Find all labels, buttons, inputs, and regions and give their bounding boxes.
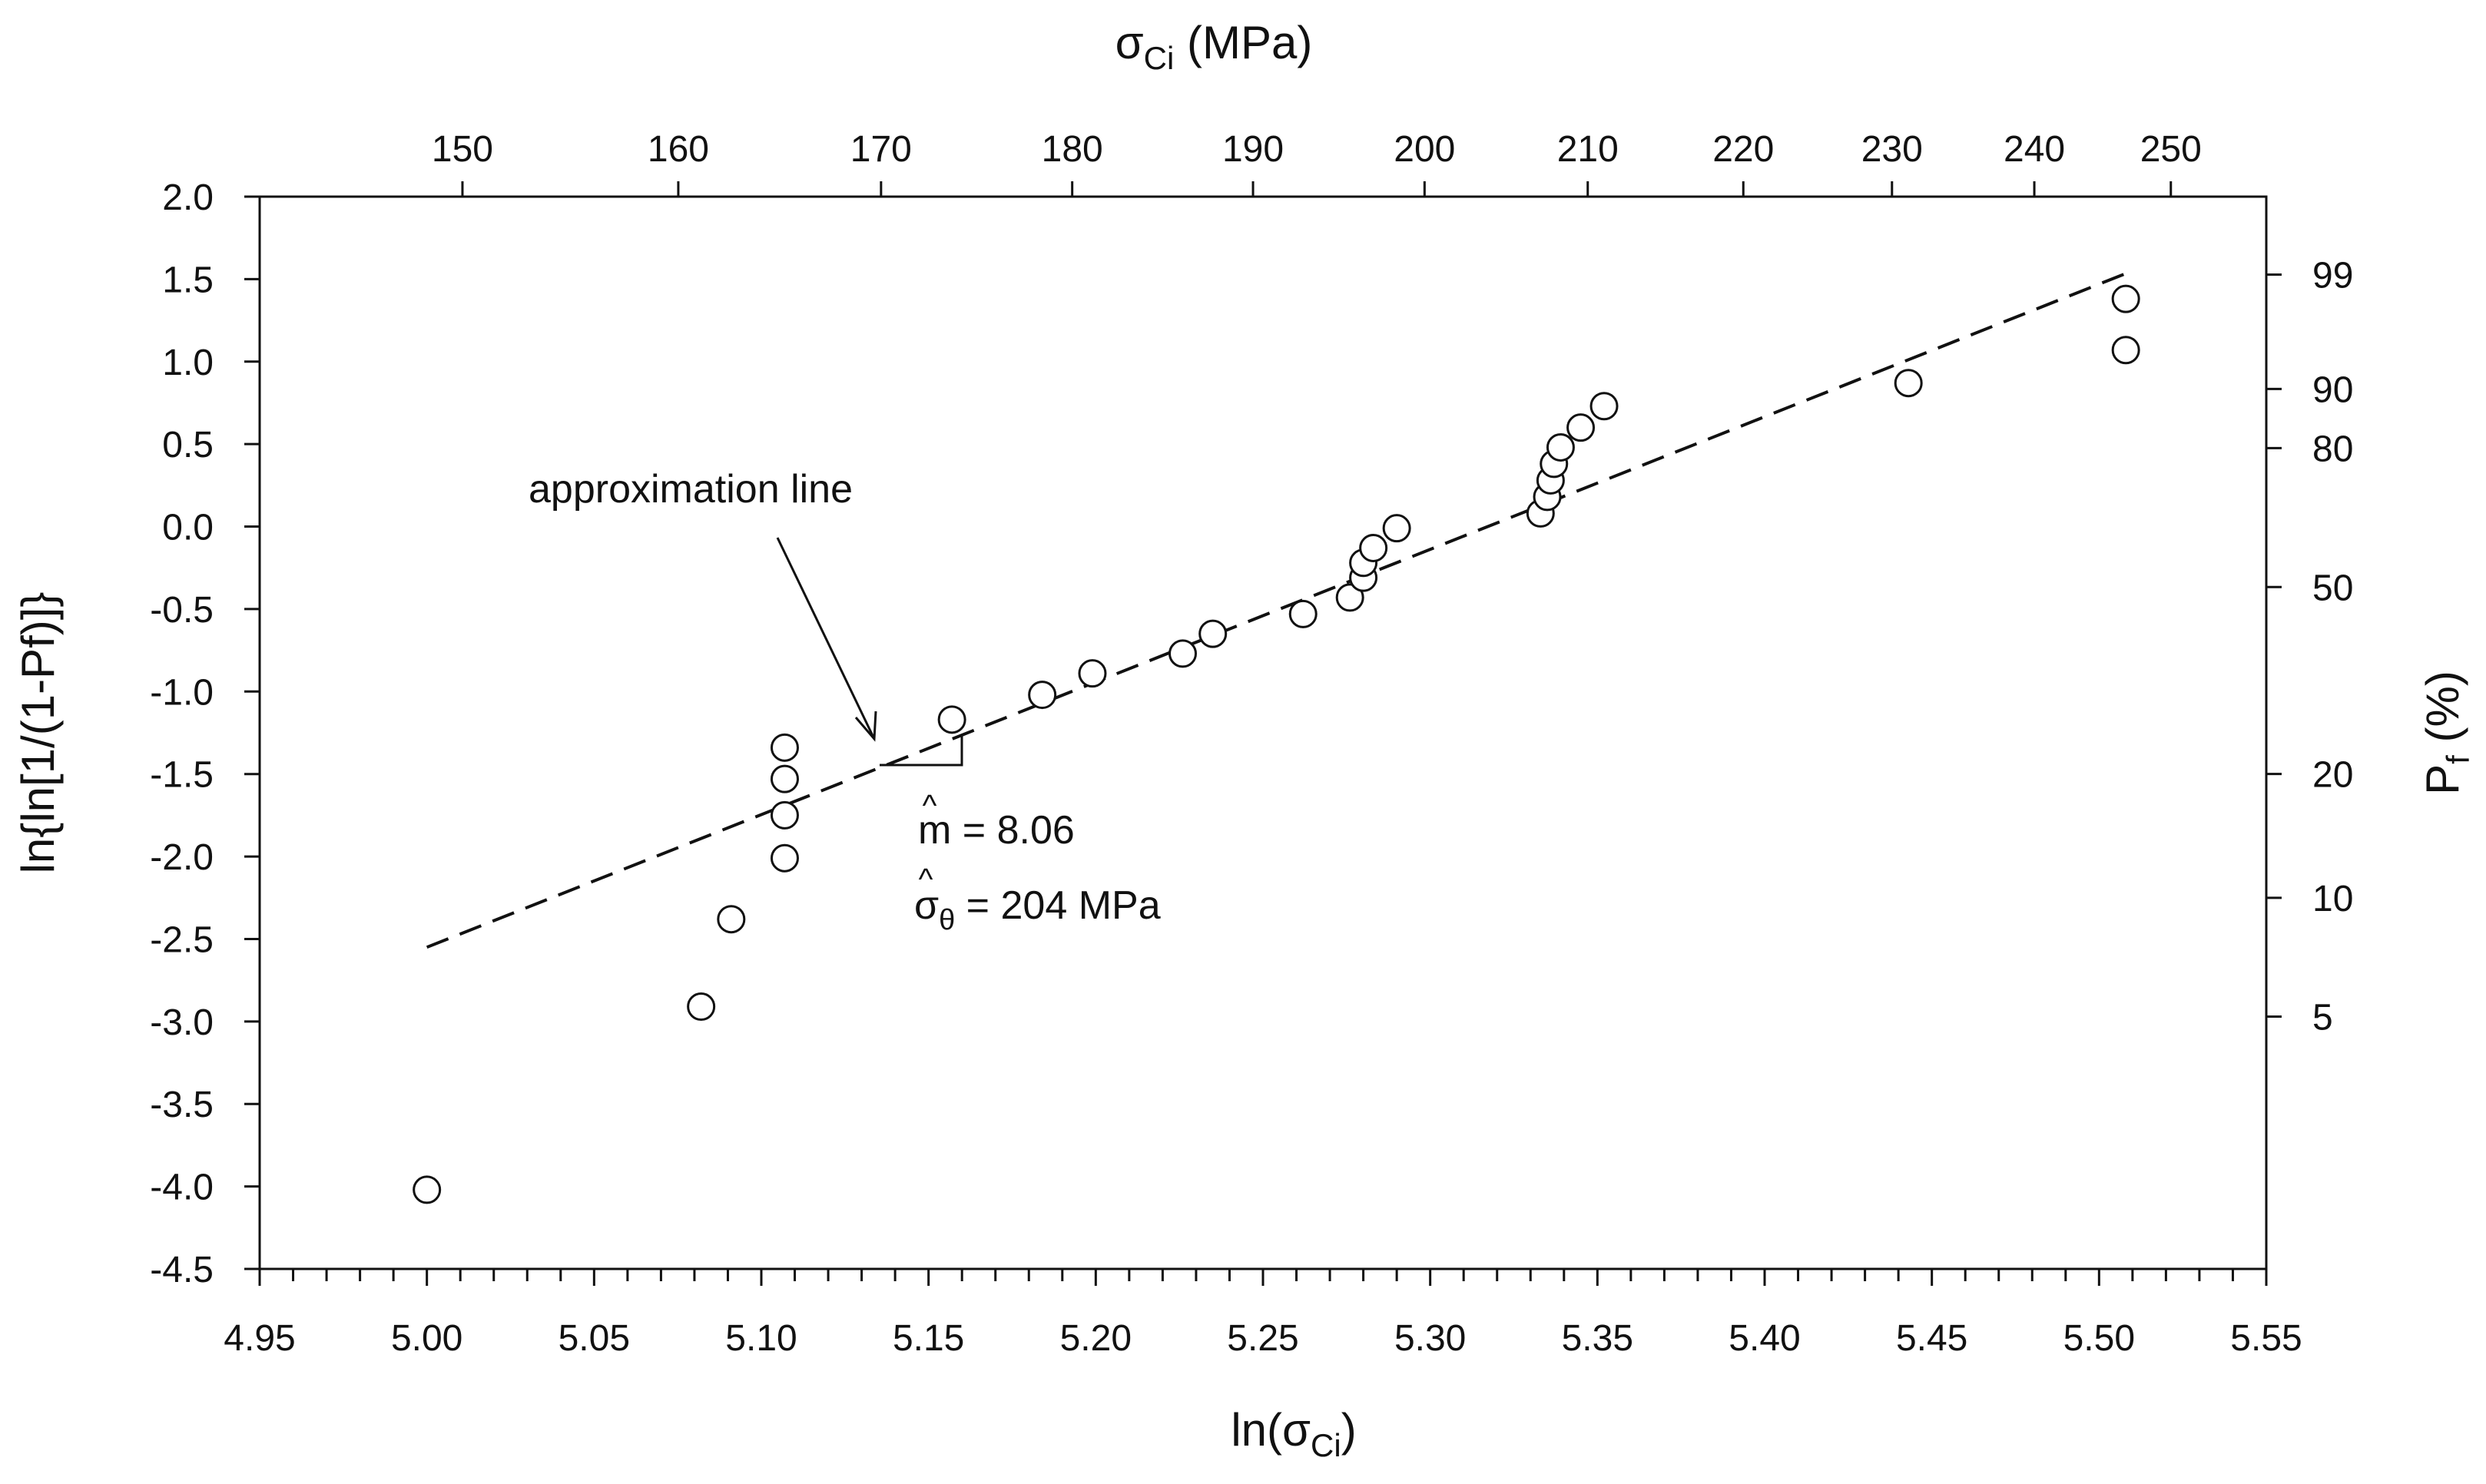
data-point [1589,392,1619,421]
data-point [1198,619,1228,648]
right-tick-label: 5 [2312,997,2333,1038]
y-tick-label: -3.0 [150,1002,214,1043]
slope-indicator [880,736,963,767]
annotation-arrow [776,537,876,740]
top-tick-label: 240 [2004,129,2065,170]
sigma-hat-caret: ^ [919,863,933,896]
right-tick-label: 10 [2312,879,2353,919]
top-tick-label: 210 [1557,129,1619,170]
top-tick-label: 170 [850,129,912,170]
data-point [687,992,716,1022]
x-tick-label: 5.10 [725,1318,797,1359]
x-tick-label: 5.55 [2230,1318,2302,1359]
x-tick-label: 5.05 [559,1318,630,1359]
data-point [413,1175,442,1204]
data-point [770,764,799,793]
approximation-line-label: approximation line [529,467,853,512]
approximation-line [426,269,2133,949]
y-tick-label: -1.5 [150,755,214,796]
data-point [770,733,799,762]
data-point [1894,369,1923,398]
y-tick-label: 2.0 [162,177,214,218]
y-tick-label: -3.5 [150,1085,214,1125]
data-point [770,843,799,873]
x-tick-label: 5.30 [1394,1318,1466,1359]
data-point [937,705,966,734]
data-point [1546,432,1575,462]
x-tick-label: 5.25 [1227,1318,1298,1359]
data-point [770,800,799,830]
data-point [1566,413,1596,442]
top-tick-label: 150 [432,129,493,170]
y-tick-label: -0.5 [150,590,214,631]
y-tick-label: -2.0 [150,837,214,878]
x-axis-title: ln(σCi) [1231,1404,1356,1463]
top-tick-label: 220 [1712,129,1774,170]
top-tick-label: 250 [2140,129,2202,170]
y-tick-label: -4.0 [150,1168,214,1208]
plot-frame [258,195,2268,1270]
x-tick-label: 5.45 [1896,1318,1967,1359]
data-point [1359,533,1388,562]
m-hat-label: m = 8.06 [918,808,1075,853]
right-tick-label: 90 [2312,369,2353,410]
data-point [2111,336,2140,365]
annotation-arrowhead [854,711,877,742]
right-axis: 99 90 80 50 20 10 5 [2266,256,2353,1038]
top-tick-label: 180 [1042,129,1103,170]
data-point [1288,599,1318,628]
y-tick-label: -2.5 [150,919,214,960]
right-tick-label: 80 [2312,429,2353,469]
data-point [1168,639,1198,668]
right-tick-label: 50 [2312,568,2353,608]
bottom-axis: 4.95 5.00 5.05 5.10 5.15 5.20 5.25 5.30 5.35 5.40… [224,1269,2302,1359]
top-tick-label: 190 [1222,129,1284,170]
top-tick-label: 160 [648,129,709,170]
m-hat-caret: ^ [923,789,937,823]
x-tick-label: 5.15 [893,1318,964,1359]
right-axis-title: Pf (%) [2417,671,2476,795]
top-axis: 150 160 170 180 190 200 210 220 230 240 250 [432,129,2202,197]
y-tick-label: -1.0 [150,672,214,713]
x-tick-label: 5.00 [391,1318,462,1359]
data-point [1335,583,1364,612]
y-tick-label: -4.5 [150,1250,214,1290]
data-point [1382,514,1411,543]
x-tick-label: 5.20 [1060,1318,1132,1359]
sigma-hat-label: σθ = 204 MPa [914,883,1161,936]
right-tick-label: 20 [2312,755,2353,796]
y-tick-label: 0.5 [162,425,214,465]
data-point [1028,681,1057,710]
x-tick-label: 5.40 [1729,1318,1800,1359]
data-points [413,284,2140,1204]
data-point [717,905,746,934]
left-axis: 2.0 1.5 1.0 0.5 0.0 -0.5 -1.0 -1.5 -2.0 -2.5 -3.0 -… [150,177,260,1290]
top-tick-label: 200 [1394,129,1455,170]
y-axis-title: ln{ln[1/(1-Pf)]} [12,592,64,874]
y-tick-label: 1.0 [162,343,214,383]
y-tick-label: 0.0 [162,508,214,548]
data-point [1078,659,1107,688]
right-tick-label: 99 [2312,256,2353,296]
top-tick-label: 230 [1861,129,1923,170]
x-tick-label: 5.35 [1562,1318,1633,1359]
x-tick-label: 4.95 [224,1318,295,1359]
x-tick-label: 5.50 [2063,1318,2135,1359]
top-axis-title: σCi (MPa) [1115,17,1313,76]
data-point [2111,284,2140,313]
y-tick-label: 1.5 [162,260,214,300]
